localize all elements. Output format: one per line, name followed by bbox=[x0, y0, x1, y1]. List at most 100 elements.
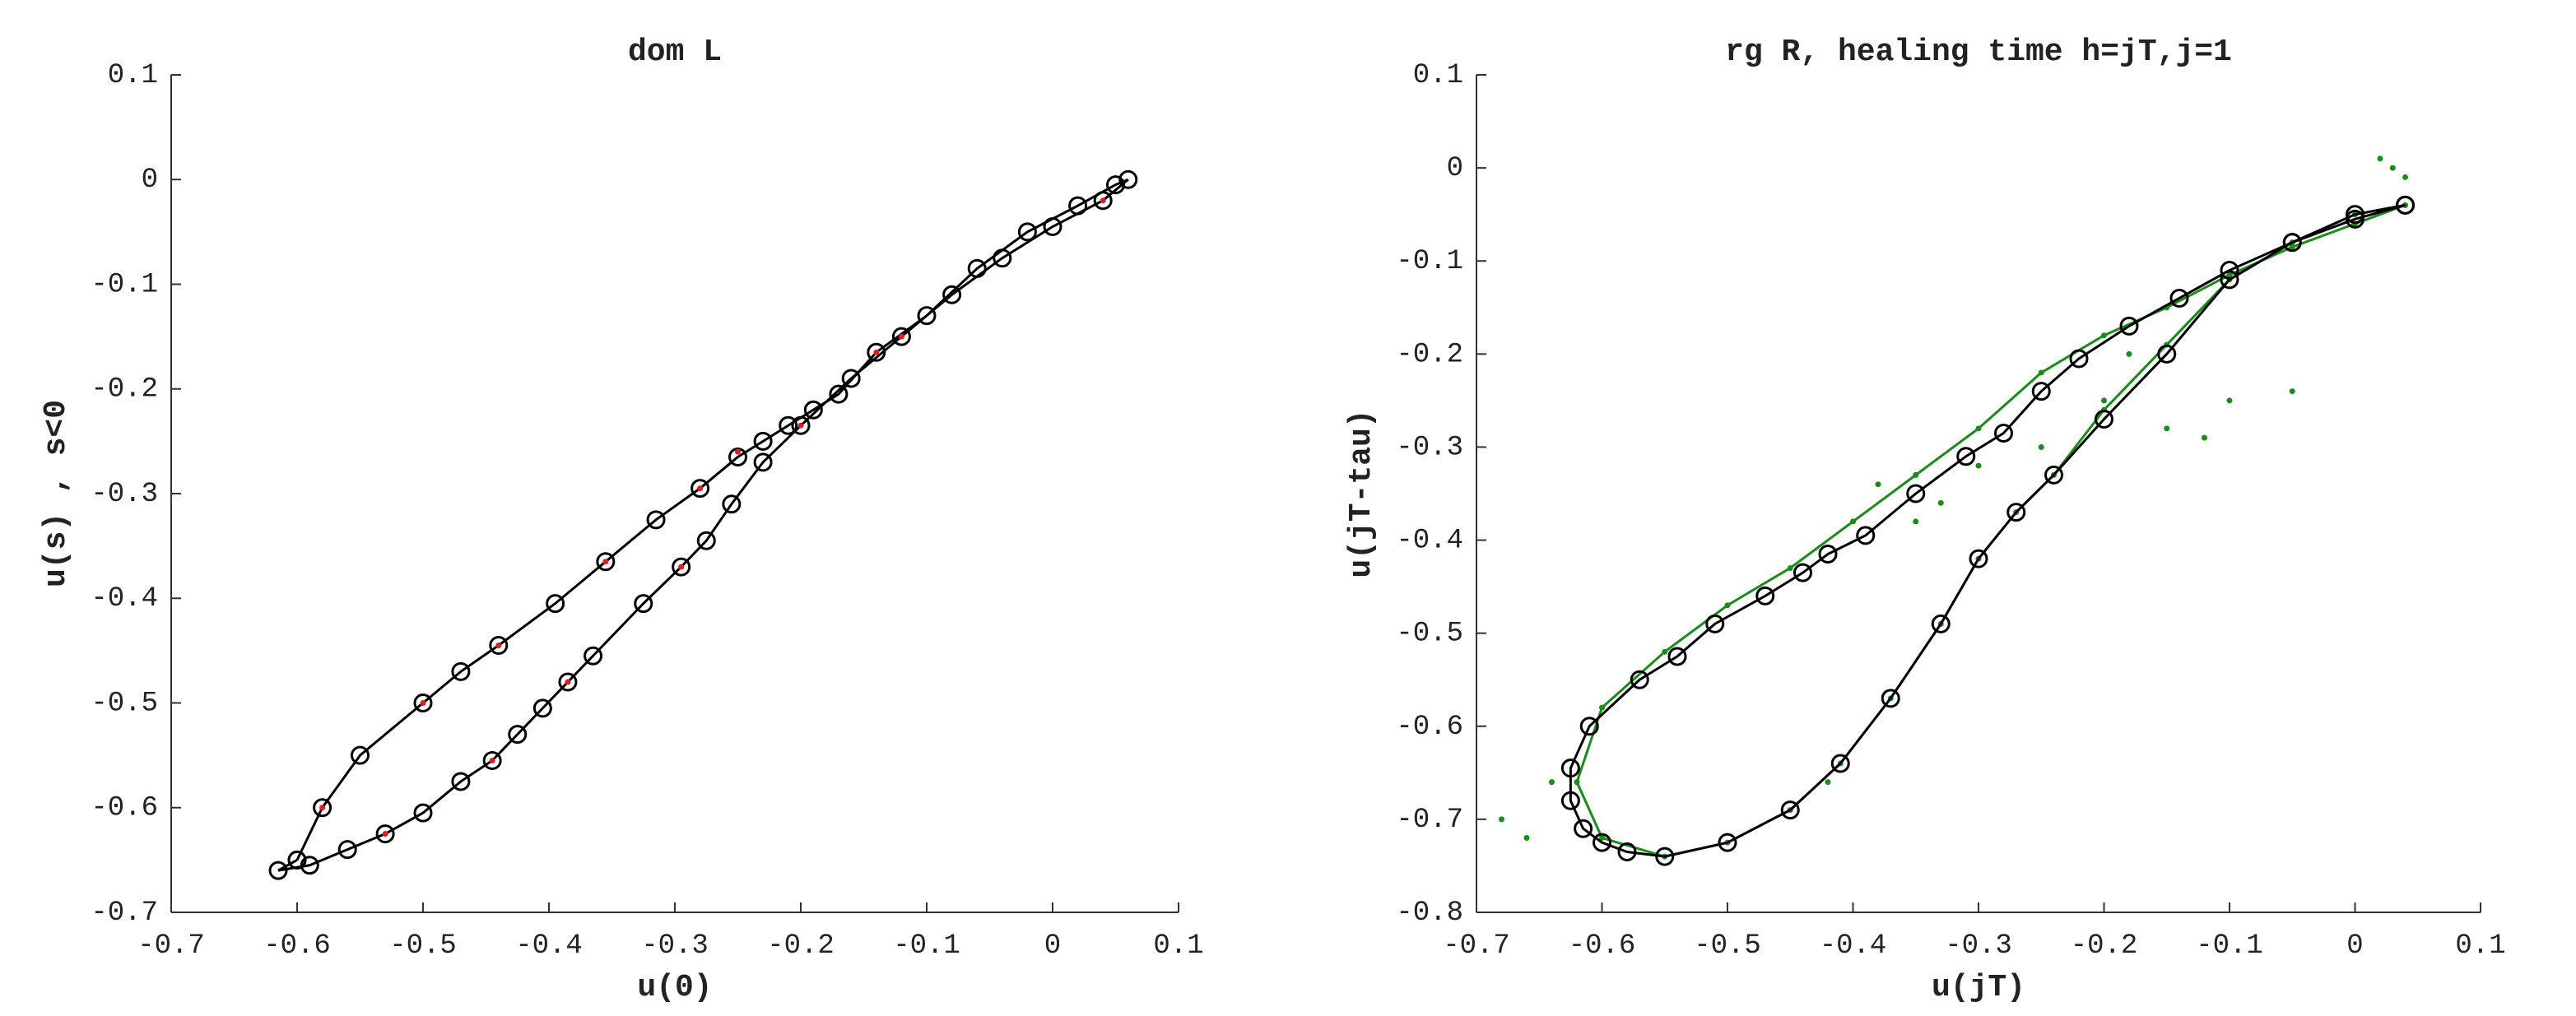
circle-marker bbox=[891, 327, 911, 346]
circle-marker bbox=[1718, 833, 1737, 852]
dot-marker bbox=[1724, 602, 1731, 609]
series bbox=[319, 197, 1106, 837]
circle-marker bbox=[532, 698, 552, 718]
dot-marker bbox=[697, 485, 704, 492]
x-tick-label: 0 bbox=[1044, 930, 1061, 962]
dot-marker bbox=[2202, 434, 2207, 441]
y-tick-label: -0.1 bbox=[91, 269, 158, 300]
dot-marker bbox=[602, 559, 609, 565]
dot-marker bbox=[1850, 518, 1856, 525]
circle-marker bbox=[1931, 614, 1951, 633]
circle-marker bbox=[779, 415, 798, 435]
circle-marker bbox=[1830, 754, 1850, 773]
series-line bbox=[1569, 203, 2406, 858]
x-tick-label: -0.1 bbox=[893, 930, 960, 962]
circle-marker bbox=[1560, 791, 1580, 810]
circle-marker bbox=[1755, 586, 1775, 605]
chart-title: rg R, healing time h=jT,j=1 bbox=[1725, 35, 2232, 70]
circle-marker bbox=[596, 552, 616, 572]
circle-marker bbox=[2220, 270, 2239, 290]
y-tick-label: 0 bbox=[1447, 153, 1463, 184]
dot-marker bbox=[898, 333, 904, 340]
circle-marker bbox=[1630, 670, 1649, 689]
circle-marker bbox=[2069, 349, 2089, 369]
circle-marker bbox=[1106, 175, 1125, 195]
circle-marker bbox=[2282, 233, 2302, 253]
circle-marker bbox=[867, 342, 886, 362]
circle-marker bbox=[791, 415, 811, 435]
y-tick-label: 0.1 bbox=[1413, 60, 1463, 91]
dot-marker bbox=[2126, 350, 2132, 357]
dot-marker bbox=[2164, 425, 2170, 432]
dot-marker bbox=[489, 757, 495, 763]
x-tick-label: -0.6 bbox=[1569, 930, 1636, 962]
x-tick-label: -0.5 bbox=[389, 930, 457, 962]
y-axis-label: u(s) , s<0 bbox=[39, 400, 74, 587]
circle-marker bbox=[646, 510, 666, 530]
circle-marker bbox=[1574, 819, 1593, 838]
dot-marker bbox=[2226, 271, 2233, 278]
circle-marker bbox=[1994, 423, 2013, 443]
circle-marker bbox=[351, 745, 370, 765]
dot-marker bbox=[2289, 244, 2295, 250]
circle-marker bbox=[508, 725, 528, 745]
x-tick-label: -0.3 bbox=[1945, 930, 2012, 962]
circle-marker bbox=[300, 856, 319, 875]
dot-marker bbox=[1499, 816, 1504, 823]
y-tick-label: -0.6 bbox=[1396, 712, 1463, 743]
y-tick-label: -0.4 bbox=[91, 583, 158, 615]
circle-marker bbox=[1560, 759, 1580, 778]
circle-marker bbox=[337, 840, 357, 860]
circle-marker bbox=[1068, 196, 1088, 216]
y-tick-label: -0.5 bbox=[91, 688, 158, 719]
circle-marker bbox=[1579, 717, 1599, 736]
dot-marker bbox=[2038, 369, 2044, 376]
circle-marker bbox=[1705, 614, 1725, 633]
dot-marker bbox=[1975, 425, 1982, 432]
series-line bbox=[277, 178, 1129, 872]
circle-marker bbox=[2346, 205, 2364, 225]
circle-marker bbox=[1093, 191, 1113, 211]
y-tick-label: -0.6 bbox=[91, 793, 158, 824]
circle-marker bbox=[967, 258, 987, 278]
circle-marker bbox=[1617, 842, 1637, 861]
y-tick-label: -0.1 bbox=[1396, 246, 1463, 277]
circle-marker bbox=[313, 798, 332, 818]
dot-marker bbox=[1937, 499, 1944, 506]
circle-marker bbox=[1017, 222, 1037, 242]
x-tick-label: -0.7 bbox=[1443, 930, 1510, 962]
dot-marker bbox=[2402, 174, 2408, 180]
dot-marker bbox=[1100, 197, 1106, 204]
chart-title: dom L bbox=[628, 35, 722, 70]
dot-marker bbox=[1599, 704, 1605, 711]
circle-marker bbox=[634, 594, 653, 614]
circle-marker bbox=[753, 431, 773, 451]
series bbox=[1499, 155, 2408, 842]
x-tick-label: 0.1 bbox=[2455, 930, 2505, 962]
dot-marker bbox=[1574, 779, 1580, 786]
dot-marker bbox=[2389, 165, 2396, 171]
x-tick-label: -0.7 bbox=[137, 930, 205, 962]
x-tick-label: -0.4 bbox=[1820, 930, 1887, 962]
dot-marker bbox=[420, 700, 426, 706]
circle-marker bbox=[1593, 833, 1611, 852]
x-tick-label: 0 bbox=[2346, 930, 2363, 962]
y-tick-label: -0.7 bbox=[1396, 805, 1463, 836]
y-tick-label: -0.3 bbox=[91, 479, 158, 510]
circle-marker bbox=[696, 531, 716, 550]
dot-marker bbox=[735, 448, 741, 455]
dot-marker bbox=[1549, 779, 1555, 786]
circle-marker bbox=[2220, 261, 2239, 281]
y-tick-label: -0.7 bbox=[91, 898, 158, 929]
circle-marker bbox=[672, 557, 691, 577]
dot-marker bbox=[1599, 835, 1605, 842]
circle-marker bbox=[1780, 800, 1800, 820]
circle-marker bbox=[482, 750, 502, 770]
series bbox=[1560, 195, 2415, 866]
circle-marker bbox=[1043, 217, 1062, 237]
dot-marker bbox=[797, 422, 804, 429]
dot-marker bbox=[382, 831, 388, 837]
circle-marker bbox=[375, 824, 395, 844]
x-tick-label: -0.4 bbox=[515, 930, 583, 962]
x-tick-label: 0.1 bbox=[1153, 930, 1203, 962]
